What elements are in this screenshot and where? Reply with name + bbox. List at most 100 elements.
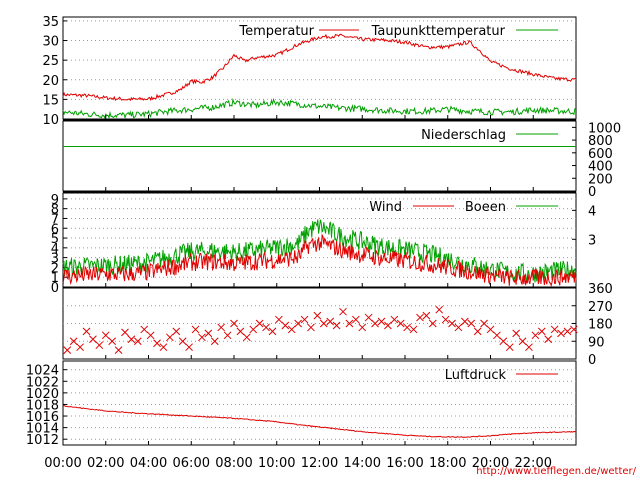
wind-direction-marker (390, 315, 399, 324)
wind-direction-marker (313, 311, 322, 320)
x-tick-label: 04:00 (130, 456, 167, 471)
temperature-series-line (62, 33, 576, 102)
wind-direction-marker (133, 337, 142, 346)
y-tick-label-right-3: 180 (588, 318, 613, 333)
wind-direction-marker (210, 337, 219, 346)
x-tick-label: 00:00 (44, 456, 81, 471)
y-tick-label-right-1: 200 (588, 172, 613, 187)
wind-direction-marker (326, 317, 335, 326)
legend-label-0-1: Taupunkttemperatur (371, 24, 506, 39)
y-tick-label-right-2: 3 (588, 233, 596, 248)
y-tick-label-0: 10 (42, 113, 59, 128)
y-tick-label-2: 5 (51, 232, 59, 247)
wind-direction-marker (287, 325, 296, 334)
wind-direction-marker (172, 327, 181, 336)
wind-direction-marker (332, 321, 341, 330)
y-tick-label-4: 1014 (26, 422, 59, 437)
wind-direction-marker (262, 323, 270, 332)
wind-direction-marker (377, 317, 386, 326)
wind-direction-marker (544, 335, 553, 344)
wind-direction-marker (422, 311, 431, 320)
wind-direction-marker (159, 343, 168, 352)
wind-direction-marker (275, 315, 283, 324)
x-tick-label: 08:00 (215, 456, 252, 471)
wind-direction-marker (114, 346, 123, 354)
wind-direction-marker (441, 315, 450, 324)
y-tick-label-4: 1018 (26, 398, 59, 413)
wind-direction-marker (101, 331, 110, 340)
dewpoint-series-line (62, 97, 577, 120)
y-tick-label-0: 15 (42, 93, 59, 108)
wind-direction-marker (493, 331, 501, 340)
wind-direction-marker (396, 319, 405, 328)
x-tick-label: 02:00 (87, 456, 124, 471)
y-tick-label-right-3: 360 (588, 282, 613, 297)
legend-label-2-0: Wind (369, 200, 402, 215)
wind-direction-marker (550, 325, 559, 334)
legend-label-4-0: Luftdruck (445, 368, 507, 383)
wind-series-line (62, 233, 577, 288)
credit-link[interactable]: http://www.tiefflegen.de/wetter/ (476, 466, 636, 477)
wind-direction-marker (403, 323, 411, 332)
x-tick-label: 22:00 (515, 456, 552, 471)
wind-direction-marker (89, 335, 97, 344)
wind-direction-marker (63, 346, 72, 354)
wind-direction-marker (371, 319, 379, 328)
wind-direction-marker (268, 327, 277, 336)
wind-direction-marker (242, 333, 251, 342)
wind-direction-marker (294, 319, 302, 328)
y-tick-label-right-1: 1000 (588, 121, 621, 136)
wind-direction-marker (121, 328, 129, 337)
y-tick-label-2: 7 (51, 212, 59, 227)
wind-direction-marker (69, 337, 78, 346)
wind-direction-marker (140, 325, 149, 334)
wind-direction-marker (230, 319, 238, 328)
wind-direction-marker (563, 327, 572, 336)
wind-direction-marker (364, 313, 373, 322)
legend-label-2-1: Boeen (465, 200, 506, 215)
legend-label-0-0: Temperatur (238, 24, 314, 39)
wind-direction-marker (178, 337, 187, 346)
wind-direction-marker (204, 329, 213, 338)
x-tick-label: 10:00 (258, 456, 295, 471)
wind-direction-marker (249, 325, 258, 334)
gust-series-line (62, 219, 577, 283)
wind-direction-marker (95, 341, 104, 350)
wind-direction-marker (358, 323, 367, 332)
wind-direction-marker (460, 317, 469, 326)
wind-direction-marker (146, 331, 155, 340)
wind-direction-marker (307, 323, 315, 332)
wind-direction-marker (255, 319, 264, 328)
wind-direction-marker (217, 323, 226, 332)
y-tick-label-right-3: 0 (588, 353, 596, 368)
wind-direction-marker (473, 327, 482, 336)
y-tick-label-2: 1 (51, 271, 59, 286)
x-tick-label: 20:00 (472, 456, 509, 471)
wind-direction-marker (557, 329, 565, 338)
wind-direction-marker (499, 337, 508, 346)
wind-direction-marker (198, 333, 206, 342)
wind-direction-marker (570, 325, 578, 334)
wind-direction-marker (384, 321, 392, 330)
wind-direction-marker (82, 327, 91, 336)
wind-direction-marker (518, 337, 527, 346)
wind-direction-marker (416, 313, 424, 322)
y-tick-label-0: 30 (42, 35, 59, 50)
y-tick-label-2: 9 (51, 193, 59, 208)
y-tick-label-0: 20 (42, 74, 59, 89)
y-tick-label-2: 3 (51, 252, 59, 267)
wind-direction-marker (537, 327, 546, 336)
wind-direction-marker (345, 319, 354, 328)
wind-direction-marker (505, 343, 514, 352)
wind-direction-marker (351, 315, 360, 324)
wind-direction-marker (448, 319, 456, 328)
wind-direction-marker (166, 333, 174, 342)
x-tick-label: 12:00 (301, 456, 338, 471)
wind-direction-marker (454, 323, 463, 332)
wind-direction-marker (281, 321, 290, 330)
y-tick-label-4: 1012 (26, 433, 59, 448)
y-tick-label-right-1: 400 (588, 160, 613, 175)
wind-direction-marker (185, 343, 193, 352)
y-tick-label-4: 1020 (26, 387, 59, 402)
